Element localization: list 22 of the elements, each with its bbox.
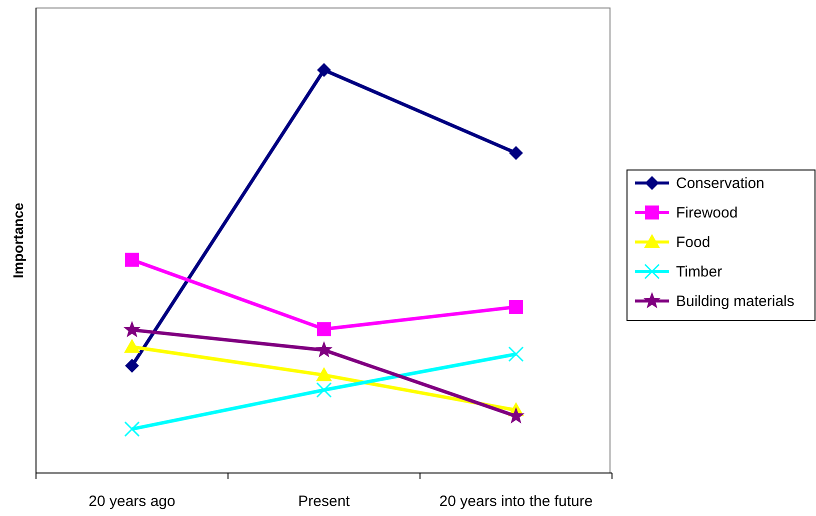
point — [125, 252, 139, 267]
point — [508, 346, 524, 362]
point — [509, 300, 523, 314]
point — [124, 338, 140, 353]
point — [316, 367, 332, 382]
point — [509, 146, 523, 160]
legend-label: Food — [676, 234, 710, 251]
point — [125, 358, 139, 373]
point — [124, 421, 140, 437]
point — [317, 322, 331, 336]
point — [317, 63, 331, 77]
point — [315, 341, 333, 358]
point — [123, 320, 141, 338]
x-tick-label: 20 years ago — [88, 493, 176, 510]
legend-label: Building materials — [676, 293, 794, 310]
y-axis-title: Importance — [10, 202, 26, 278]
x-tick-label: Present — [298, 493, 351, 510]
legend-label: Firewood — [676, 204, 738, 222]
x-tick-label: 20 years into the future — [439, 493, 593, 510]
legend-label: Conservation — [676, 175, 764, 192]
legend-label: Timber — [676, 264, 722, 280]
point — [316, 382, 332, 398]
